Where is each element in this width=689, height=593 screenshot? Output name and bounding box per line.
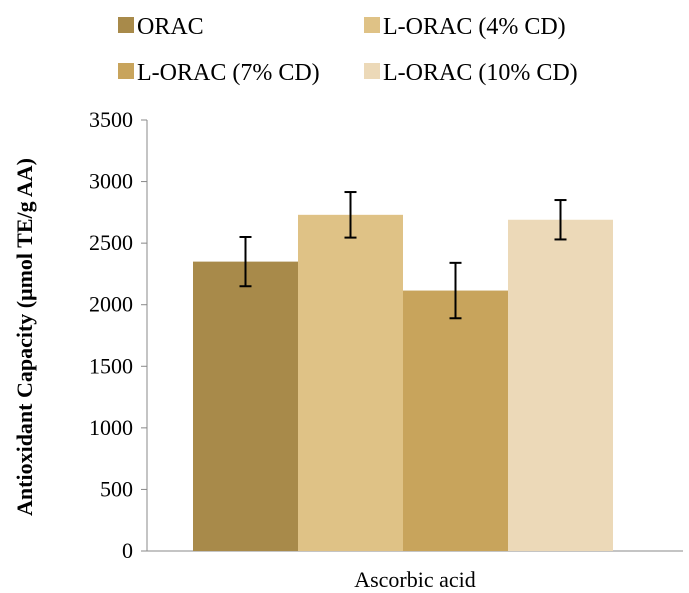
legend-label: L-ORAC (4% CD)	[383, 14, 566, 40]
error-bar	[344, 191, 357, 239]
bar	[193, 261, 298, 551]
error-bar	[554, 199, 567, 241]
y-tick-label: 3500	[89, 107, 133, 132]
axes: 0 500 1000 1500 2000 2500 3000 3500	[89, 107, 683, 563]
bar	[508, 219, 613, 551]
legend-item: ORAC	[118, 14, 204, 40]
y-tick-labels: 0 500 1000 1500 2000 2500 3000 3500	[89, 107, 147, 563]
legend-swatch	[364, 63, 380, 79]
legend-swatch	[118, 63, 134, 79]
y-tick-label: 1500	[89, 353, 133, 378]
legend-swatch	[118, 17, 134, 33]
y-tick-label: 3000	[89, 169, 133, 194]
y-tick-label: 500	[100, 476, 133, 501]
y-axis-title: Antioxidant Capacity (μmol TE/g AA)	[12, 158, 37, 516]
bars	[193, 214, 613, 551]
legend-item: L-ORAC (10% CD)	[364, 60, 578, 86]
category-labels: Ascorbic acid	[354, 567, 476, 592]
legend-swatch	[364, 17, 380, 33]
legend-label: L-ORAC (10% CD)	[383, 60, 578, 86]
bar	[403, 290, 508, 551]
y-tick-label: 0	[122, 538, 133, 563]
category-label: Ascorbic acid	[354, 567, 476, 592]
bar	[298, 214, 403, 551]
legend: ORAC L-ORAC (4% CD) L-ORAC (7% CD) L-ORAC (…	[118, 14, 578, 86]
y-tick-label: 1000	[89, 415, 133, 440]
y-tick-label: 2500	[89, 230, 133, 255]
legend-item: L-ORAC (7% CD)	[118, 60, 320, 86]
legend-item: L-ORAC (4% CD)	[364, 14, 566, 40]
error-bar	[449, 261, 462, 320]
error-bars	[239, 191, 567, 320]
y-tick-label: 2000	[89, 292, 133, 317]
legend-label: ORAC	[137, 14, 204, 40]
legend-label: L-ORAC (7% CD)	[137, 60, 320, 86]
error-bar	[239, 235, 252, 288]
